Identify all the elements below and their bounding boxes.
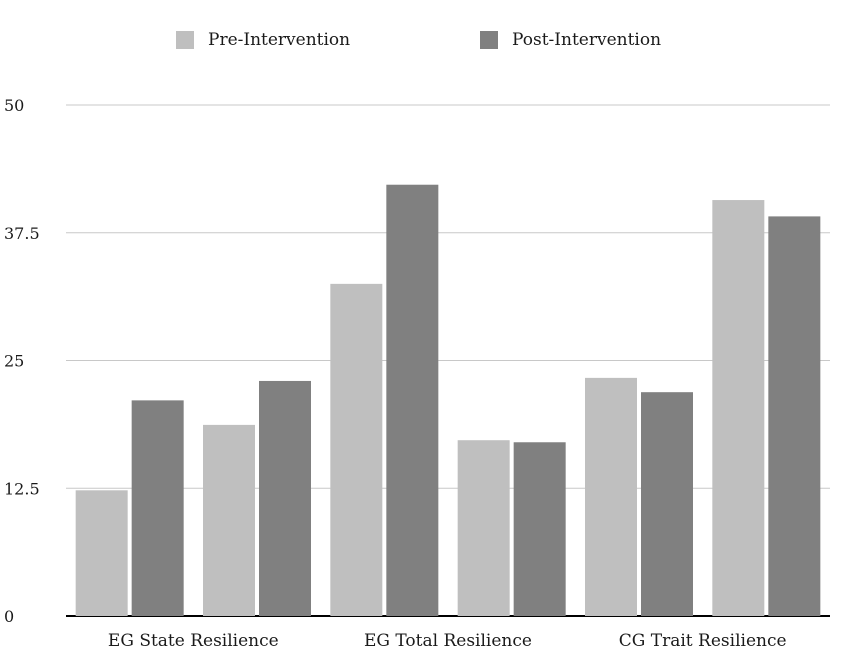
y-axis-ticks: 0 12.5 25 37.5 50 — [4, 96, 40, 626]
bar-post-2 — [386, 184, 439, 616]
x-tick-label: EG Total Resilience — [364, 631, 532, 651]
bar-pre-4 — [585, 377, 637, 616]
bars — [75, 184, 821, 616]
legend-item-post: Post-Intervention — [480, 30, 661, 50]
bar-pre-1 — [203, 424, 255, 616]
x-tick-label: CG Trait Resilience — [619, 631, 787, 651]
bar-pre-5 — [712, 200, 765, 616]
y-tick-label: 37.5 — [4, 224, 40, 243]
gridlines — [66, 104, 830, 617]
bar-pre-2 — [330, 283, 383, 616]
legend-swatch-post — [480, 31, 498, 49]
bar-pre-3 — [457, 440, 510, 616]
bar-pre-0 — [75, 490, 128, 616]
bar-post-0 — [131, 400, 184, 616]
y-tick-label: 12.5 — [4, 479, 40, 498]
bar-post-1 — [259, 380, 311, 616]
bar-post-4 — [641, 392, 693, 616]
x-tick-label: EG State Resilience — [108, 631, 279, 651]
y-tick-label: 25 — [4, 352, 24, 371]
legend-label-post: Post-Intervention — [512, 30, 662, 50]
y-tick-label: 0 — [4, 607, 14, 626]
y-tick-label: 50 — [4, 96, 24, 115]
bar-post-5 — [768, 216, 821, 616]
legend-label-pre: Pre-Intervention — [208, 30, 351, 50]
legend-swatch-pre — [176, 31, 194, 49]
x-axis-ticks: EG State Resilience EG Total Resilience CG… — [108, 631, 787, 651]
legend-item-pre: Pre-Intervention — [176, 30, 350, 50]
legend: Pre-Intervention Post-Intervention — [0, 30, 850, 54]
bar-post-3 — [513, 442, 566, 616]
